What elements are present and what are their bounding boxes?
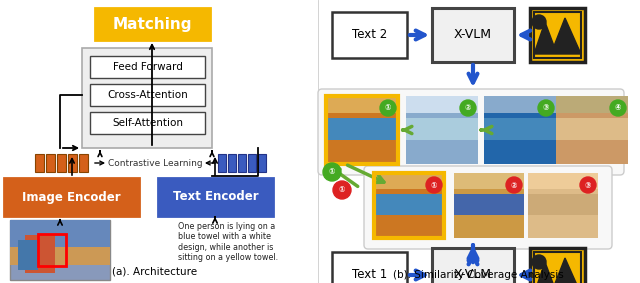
Bar	[18, 240, 38, 270]
Circle shape	[532, 255, 546, 269]
Polygon shape	[534, 258, 581, 283]
Bar	[258, 154, 266, 172]
Text: ①: ①	[339, 185, 345, 194]
Circle shape	[532, 15, 546, 29]
Bar	[4, 178, 139, 216]
Text: ②: ②	[465, 104, 471, 113]
Bar	[332, 252, 407, 283]
Bar	[10, 220, 110, 247]
Text: X-VLM: X-VLM	[454, 29, 492, 42]
Bar	[38, 234, 66, 266]
Bar	[218, 154, 226, 172]
Bar	[158, 178, 273, 216]
Bar	[556, 96, 628, 113]
Bar	[454, 173, 524, 238]
Bar	[90, 112, 205, 134]
Bar	[528, 194, 598, 215]
Bar	[406, 118, 478, 140]
Bar	[454, 194, 524, 215]
Bar	[35, 154, 44, 172]
Bar	[82, 48, 212, 148]
Bar	[454, 173, 524, 189]
Text: ①: ①	[385, 104, 391, 113]
Text: ④: ④	[615, 104, 621, 113]
Bar	[326, 96, 398, 164]
Text: Self-Attention: Self-Attention	[112, 118, 183, 128]
Text: Feed Forward: Feed Forward	[113, 62, 182, 72]
Bar	[326, 118, 398, 140]
Bar	[228, 154, 236, 172]
Circle shape	[538, 100, 554, 116]
Circle shape	[323, 163, 341, 181]
Bar	[484, 96, 556, 164]
Text: One person is lying on a
blue towel with a white
design, while another is
sittin: One person is lying on a blue towel with…	[178, 222, 278, 262]
Bar	[374, 173, 444, 238]
Bar	[534, 252, 581, 283]
Bar	[432, 248, 514, 283]
Text: ③: ③	[585, 181, 591, 190]
Bar	[326, 96, 398, 164]
FancyBboxPatch shape	[364, 166, 612, 249]
Bar	[25, 235, 55, 273]
Bar	[10, 247, 110, 265]
Bar	[528, 173, 598, 238]
Text: Cross-Attention: Cross-Attention	[107, 90, 188, 100]
Text: ②: ②	[511, 181, 517, 190]
Circle shape	[380, 100, 396, 116]
FancyBboxPatch shape	[318, 89, 624, 175]
Text: (b). Similarity Coverage Analysis: (b). Similarity Coverage Analysis	[392, 270, 563, 280]
Circle shape	[580, 177, 596, 193]
Circle shape	[506, 177, 522, 193]
Bar	[406, 96, 478, 113]
Bar	[10, 220, 110, 280]
Text: ③: ③	[543, 104, 549, 113]
Bar	[556, 96, 628, 164]
Text: X-VLM: X-VLM	[454, 269, 492, 282]
Text: (a). Architecture: (a). Architecture	[113, 267, 198, 277]
Text: Text 1: Text 1	[352, 269, 387, 282]
Bar	[248, 154, 256, 172]
Bar	[374, 173, 444, 238]
Text: Matching: Matching	[113, 16, 192, 31]
Bar	[57, 154, 66, 172]
Polygon shape	[534, 18, 581, 54]
Bar	[484, 96, 556, 113]
Bar	[332, 12, 407, 58]
Bar	[530, 248, 585, 283]
Text: Contrastive Learning: Contrastive Learning	[108, 158, 202, 168]
Bar	[374, 173, 444, 189]
Text: Text 2: Text 2	[352, 29, 387, 42]
Bar	[528, 173, 598, 189]
Bar	[556, 118, 628, 140]
Bar	[90, 84, 205, 106]
Bar	[79, 154, 88, 172]
Bar	[68, 154, 77, 172]
Text: Text Encoder: Text Encoder	[173, 190, 259, 203]
Bar	[530, 8, 585, 62]
Bar	[95, 8, 210, 40]
Circle shape	[333, 181, 351, 199]
Bar	[238, 154, 246, 172]
Bar	[374, 194, 444, 215]
Text: ①: ①	[329, 168, 335, 177]
Circle shape	[460, 100, 476, 116]
Bar	[484, 118, 556, 140]
Text: Image Encoder: Image Encoder	[22, 190, 121, 203]
Bar	[534, 12, 581, 58]
Bar	[406, 96, 478, 164]
Bar	[90, 56, 205, 78]
Circle shape	[610, 100, 626, 116]
Bar	[432, 8, 514, 62]
Circle shape	[426, 177, 442, 193]
Bar	[46, 154, 55, 172]
Bar	[326, 96, 398, 113]
Text: ①: ①	[431, 181, 437, 190]
